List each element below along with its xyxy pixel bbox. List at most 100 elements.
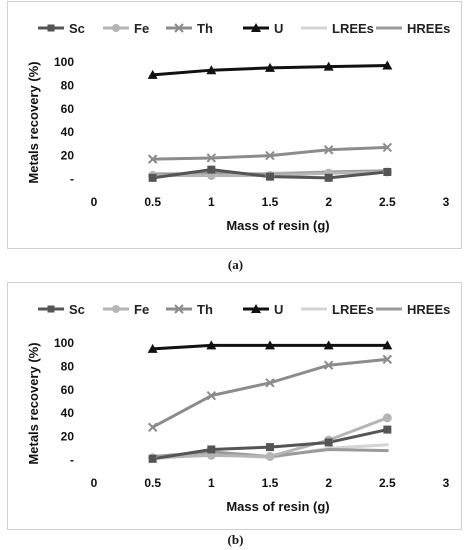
x-tick-label: 2 — [325, 476, 332, 490]
data-point-th-stroke-2 — [382, 354, 393, 365]
legend-marker-fe — [112, 24, 120, 32]
x-tick-label: 0 — [91, 195, 98, 209]
x-tick-label: 1.5 — [262, 476, 279, 490]
legend-marker-u — [251, 23, 261, 32]
legend-item-hrees: HREEs — [376, 21, 450, 36]
data-point-sc — [207, 445, 216, 454]
data-point-u — [147, 69, 158, 79]
y-axis-title: Metals recovery (%) — [26, 342, 41, 464]
x-tick-label: 1.5 — [262, 195, 279, 209]
y-tick-label: 20 — [61, 430, 75, 444]
data-point-sc — [266, 443, 274, 452]
caption-b: (b) — [227, 532, 244, 547]
legend-item-u: U — [243, 21, 283, 36]
legend-item-th: Th — [166, 21, 213, 36]
legend-marker-sc — [47, 24, 55, 32]
legend-marker-th-stroke-2 — [174, 23, 184, 33]
legend-item-fe: Fe — [103, 21, 149, 36]
caption-a: (a) — [227, 257, 244, 272]
data-point-th — [265, 378, 275, 388]
legend-item-fe: Fe — [103, 302, 149, 317]
legend-marker-sc — [47, 305, 55, 313]
legend-label-hrees: HREEs — [407, 302, 450, 317]
legend-item-hrees: HREEs — [376, 302, 450, 317]
y-tick-label: - — [70, 172, 74, 186]
data-point-th — [206, 153, 217, 163]
y-tick-label: 100 — [54, 336, 74, 350]
legend-label-u: U — [274, 302, 283, 317]
legend-label-fe: Fe — [134, 302, 149, 317]
legend-label-sc: Sc — [69, 302, 85, 317]
plot-area — [147, 60, 393, 182]
data-point-sc — [324, 438, 333, 447]
x-tick-label: 1 — [208, 476, 215, 490]
data-point-sc — [148, 173, 157, 182]
legend-label-th: Th — [197, 21, 213, 36]
legend-item-lrees: LREEs — [301, 302, 374, 317]
legend-marker-fe — [112, 305, 120, 313]
data-point-th-stroke-2 — [206, 153, 217, 163]
legend-item-sc: Sc — [38, 302, 85, 317]
data-point-th — [382, 354, 393, 365]
legend-marker-th — [174, 304, 184, 314]
legend-marker-th — [174, 23, 184, 33]
x-tick-label: 2.5 — [379, 476, 396, 490]
legend-label-sc: Sc — [69, 21, 85, 36]
chart-b-svg: Sc Fe Th U LREEs HREEs - 20 40 60 80 100 0 0.5 1 1.5 2 2.… — [26, 302, 450, 514]
data-point-th — [323, 360, 334, 370]
data-point-sc — [148, 454, 157, 463]
y-axis-ticks: - 20 40 60 80 100 — [54, 336, 74, 467]
data-point-th-stroke-2 — [265, 378, 275, 388]
y-axis-title: Metals recovery (%) — [26, 61, 41, 183]
y-axis-ticks: - 20 40 60 80 100 — [54, 55, 74, 186]
series-line-th — [151, 145, 389, 161]
plot-area — [147, 340, 393, 463]
y-tick-label: 40 — [61, 125, 75, 139]
legend-item-lrees: LREEs — [301, 21, 374, 36]
legend-label-hrees: HREEs — [407, 21, 450, 36]
legend-item-sc: Sc — [38, 21, 85, 36]
legend-label-u: U — [274, 21, 283, 36]
y-tick-label: 40 — [61, 406, 75, 420]
legend: Sc Fe Th U LREEs HREEs — [38, 302, 450, 317]
data-point-th-stroke-2 — [147, 154, 158, 164]
x-axis-title: Mass of resin (g) — [226, 218, 329, 233]
legend-label-lrees: LREEs — [332, 21, 374, 36]
x-axis-ticks: 0 0.5 1 1.5 2 2.5 3 — [91, 476, 450, 490]
data-point-u — [265, 340, 275, 350]
y-tick-label: 60 — [61, 383, 75, 397]
x-tick-label: 0 — [91, 476, 98, 490]
data-point-th-stroke-2 — [147, 422, 158, 432]
data-point-u — [206, 65, 217, 75]
data-point-th-stroke-2 — [382, 142, 393, 153]
data-point-sc — [266, 172, 274, 181]
data-point-th — [147, 422, 158, 432]
x-tick-label: 2 — [325, 195, 332, 209]
x-tick-label: 3 — [443, 195, 450, 209]
data-point-u — [323, 340, 334, 350]
data-point-th-stroke-2 — [265, 150, 275, 161]
x-tick-label: 0.5 — [144, 195, 161, 209]
data-point-fe — [382, 413, 392, 423]
legend-marker-u — [251, 304, 261, 313]
data-point-th — [265, 150, 275, 161]
x-tick-label: 1 — [208, 195, 215, 209]
y-tick-label: 100 — [54, 55, 74, 69]
y-tick-label: 80 — [61, 78, 75, 92]
data-point-th-stroke-2 — [206, 390, 217, 401]
data-point-sc — [383, 167, 392, 176]
data-point-sc — [207, 165, 216, 174]
chart-panel-a: Sc Fe Th U LREEs HREEs - 20 40 60 80 100 0 0.5 1 1.5 2 2.… — [7, 1, 462, 249]
legend-label-fe: Fe — [134, 21, 149, 36]
data-point-th — [147, 154, 158, 164]
x-tick-label: 3 — [443, 476, 450, 490]
data-point-u — [147, 343, 158, 353]
data-point-fe — [265, 451, 275, 461]
data-point-th — [323, 145, 334, 155]
x-tick-label: 0.5 — [144, 476, 161, 490]
data-point-th — [382, 142, 393, 153]
data-point-u — [206, 340, 217, 350]
y-tick-label: 60 — [61, 102, 75, 116]
legend-item-th: Th — [166, 302, 213, 317]
y-tick-label: 80 — [61, 359, 75, 373]
